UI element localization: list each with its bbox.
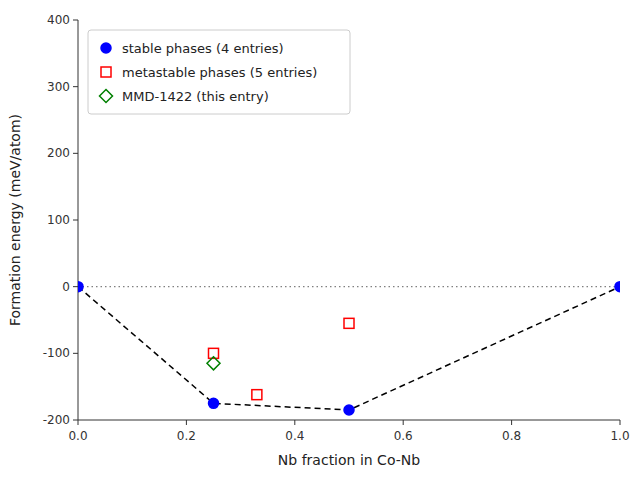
y-tick-label: -100 — [43, 346, 70, 360]
y-tick-label: 200 — [47, 146, 70, 160]
y-tick — [73, 420, 78, 421]
legend-label: stable phases (4 entries) — [122, 41, 284, 56]
x-tick-label: 1.0 — [610, 429, 629, 443]
x-axis-line — [78, 420, 620, 421]
y-tick-label: 0 — [62, 280, 70, 294]
x-tick-label: 0.0 — [68, 429, 87, 443]
legend-label: MMD-1422 (this entry) — [122, 89, 269, 104]
y-tick-label: -200 — [43, 413, 70, 427]
legend-label: metastable phases (5 entries) — [122, 65, 317, 80]
y-tick — [73, 353, 78, 354]
point — [207, 357, 220, 370]
y-tick — [73, 286, 78, 287]
x-tick-label: 0.6 — [394, 429, 413, 443]
y-tick — [73, 20, 78, 21]
x-tick — [294, 420, 295, 425]
x-tick-label: 0.4 — [285, 429, 304, 443]
x-tick — [403, 420, 404, 425]
legend-box — [88, 30, 350, 114]
point — [209, 398, 219, 408]
legend: stable phases (4 entries) metastable phas… — [88, 30, 350, 114]
point — [344, 318, 354, 328]
legend-marker — [100, 90, 113, 103]
x-tick — [620, 420, 621, 425]
y-tick-label: 400 — [47, 13, 70, 27]
x-tick — [186, 420, 187, 425]
legend-marker — [101, 43, 111, 53]
y-tick — [73, 220, 78, 221]
y-tick-label: 100 — [47, 213, 70, 227]
x-tick-label: 0.8 — [502, 429, 521, 443]
x-tick-label: 0.2 — [177, 429, 196, 443]
reference-line — [78, 286, 620, 287]
hull-line — [78, 287, 620, 410]
y-tick-label: 300 — [47, 80, 70, 94]
x-tick — [511, 420, 512, 425]
legend-marker — [101, 67, 111, 77]
x-axis-label: Nb fraction in Co-Nb — [278, 452, 420, 468]
y-tick — [73, 86, 78, 87]
y-axis-label: Formation energy (meV/atom) — [7, 114, 23, 326]
y-tick — [73, 153, 78, 154]
x-tick — [78, 420, 79, 425]
chart: 0.0 0.2 0.4 0.6 0.8 1.0 -200 -100 0 100 200 300 400 N… — [0, 0, 640, 480]
point — [615, 282, 620, 292]
point — [344, 405, 354, 415]
point — [78, 282, 83, 292]
plot-area — [78, 282, 620, 415]
point — [252, 390, 262, 400]
